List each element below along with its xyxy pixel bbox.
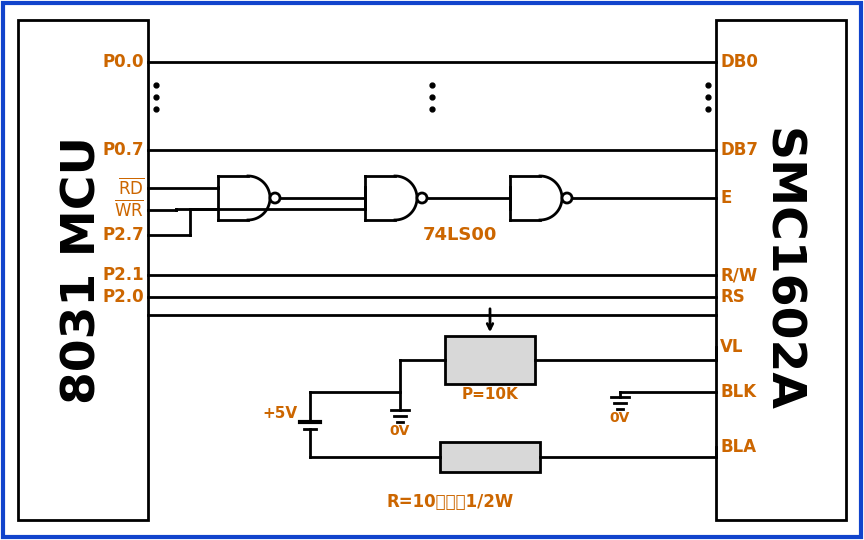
Text: 74LS00: 74LS00 bbox=[422, 226, 497, 244]
Bar bbox=[18, 20, 148, 520]
Circle shape bbox=[562, 193, 572, 203]
Bar bbox=[445, 336, 535, 384]
Text: +5V: +5V bbox=[262, 407, 297, 422]
Text: E: E bbox=[720, 189, 731, 207]
Circle shape bbox=[270, 193, 280, 203]
Text: R/W: R/W bbox=[720, 266, 757, 284]
Text: BLA: BLA bbox=[720, 438, 756, 456]
Text: DB7: DB7 bbox=[720, 141, 758, 159]
Text: R=10欧姆，1/2W: R=10欧姆，1/2W bbox=[386, 493, 513, 511]
Text: 8031 MCU: 8031 MCU bbox=[60, 136, 105, 404]
Text: DB0: DB0 bbox=[720, 53, 758, 71]
Text: $\overline{\rm RD}$: $\overline{\rm RD}$ bbox=[118, 178, 144, 199]
Text: P=10K: P=10K bbox=[461, 387, 518, 402]
Text: P2.7: P2.7 bbox=[102, 226, 144, 244]
Circle shape bbox=[417, 193, 427, 203]
Text: VL: VL bbox=[720, 338, 744, 356]
Bar bbox=[440, 442, 540, 472]
Text: $\overline{\rm WR}$: $\overline{\rm WR}$ bbox=[114, 199, 144, 220]
Text: SMC1602A: SMC1602A bbox=[759, 128, 804, 412]
Text: RS: RS bbox=[720, 288, 745, 306]
Text: P0.0: P0.0 bbox=[103, 53, 144, 71]
Text: P0.7: P0.7 bbox=[102, 141, 144, 159]
Text: P2.0: P2.0 bbox=[102, 288, 144, 306]
Text: 0V: 0V bbox=[390, 424, 410, 438]
Text: BLK: BLK bbox=[720, 383, 756, 401]
Bar bbox=[716, 20, 846, 520]
Text: 0V: 0V bbox=[610, 411, 630, 425]
Text: P2.1: P2.1 bbox=[102, 266, 144, 284]
